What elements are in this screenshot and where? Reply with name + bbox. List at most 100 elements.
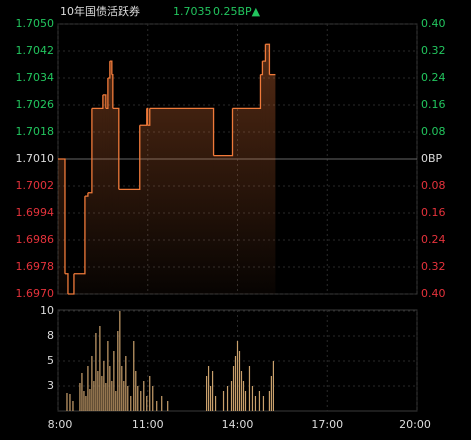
volume-bar xyxy=(93,381,95,411)
volume-bar xyxy=(242,381,245,411)
y-tick-label: 1.7010 xyxy=(16,152,55,165)
volume-bar xyxy=(81,373,83,411)
y2-tick-label: 0.16 xyxy=(421,206,446,219)
last-price: 1.7035 xyxy=(173,5,212,18)
y-tick-label: 1.7042 xyxy=(16,44,55,57)
volume-bar xyxy=(211,371,214,411)
volume-bar xyxy=(66,393,68,411)
price-area xyxy=(139,125,147,294)
price-line xyxy=(260,61,264,76)
volume-bar xyxy=(209,386,212,411)
volume-bar xyxy=(156,401,158,411)
instrument-name: 10年国债活跃券 xyxy=(60,4,140,18)
volume-bar xyxy=(125,356,127,411)
volume-bar xyxy=(236,341,239,411)
volume-bar xyxy=(97,371,99,411)
price-area xyxy=(213,155,233,294)
price-area xyxy=(262,61,266,294)
volume-bar xyxy=(89,389,91,411)
volume-bar xyxy=(115,391,117,411)
y-tick-label: 1.7034 xyxy=(16,71,55,84)
volume-bar xyxy=(207,366,210,411)
y-tick-label: 5 xyxy=(47,354,54,367)
price-area xyxy=(146,108,148,294)
volume-bar xyxy=(146,396,148,411)
volume-bar xyxy=(232,366,235,411)
price-line xyxy=(105,78,109,110)
volume-bar xyxy=(161,396,163,411)
price-area xyxy=(149,108,214,294)
volume-bar xyxy=(234,356,237,411)
volume-bar xyxy=(83,391,85,411)
volume-bar xyxy=(127,386,129,411)
price-line xyxy=(262,44,267,62)
volume-bar xyxy=(99,326,101,411)
price-line xyxy=(139,108,148,126)
y-tick-label: 8 xyxy=(47,329,54,342)
y-tick-label: 1.7018 xyxy=(16,125,55,138)
price-line xyxy=(87,108,93,194)
y-tick-label: 1.7002 xyxy=(16,179,55,192)
volume-bar xyxy=(119,311,121,411)
volume-bar xyxy=(214,396,217,411)
price-line xyxy=(112,107,120,190)
y2-tick-label: 0.40 xyxy=(421,287,446,300)
price-area xyxy=(118,189,140,294)
price-area xyxy=(64,273,68,294)
price-line xyxy=(64,273,69,294)
x-tick-label: 11:00 xyxy=(132,418,164,431)
y-tick-label: 1.7026 xyxy=(16,98,55,111)
volume-bar xyxy=(87,366,89,411)
volume-bar xyxy=(130,396,132,411)
price-line xyxy=(91,94,104,110)
price-area xyxy=(84,196,88,294)
volume-bar xyxy=(117,331,119,411)
y2-tick-label: 0.24 xyxy=(421,233,446,246)
y2-tick-label: 0.08 xyxy=(421,125,446,138)
price-area xyxy=(265,44,270,294)
price-change: 0.25BP▲ xyxy=(213,5,261,18)
price-line xyxy=(67,273,75,295)
volume-bar xyxy=(262,396,265,411)
volume-bar xyxy=(137,386,139,411)
y-tick-label: 1.6986 xyxy=(16,233,55,246)
volume-bar xyxy=(205,376,208,411)
price-line xyxy=(146,107,149,126)
price-area xyxy=(111,74,113,294)
price-line xyxy=(147,108,151,126)
volume-bar xyxy=(251,386,254,411)
volume-bar xyxy=(103,361,105,411)
price-area xyxy=(91,108,103,294)
price-line xyxy=(118,125,141,191)
volume-bar xyxy=(143,381,145,411)
price-area xyxy=(269,74,276,294)
price-area xyxy=(112,108,119,294)
volume-bar xyxy=(123,381,125,411)
price-area xyxy=(109,61,112,294)
price-area xyxy=(87,192,92,294)
volume-bar xyxy=(69,394,71,411)
price-line xyxy=(73,196,86,275)
volume-bar xyxy=(270,376,272,411)
volume-bar xyxy=(248,366,251,411)
price-line xyxy=(111,73,114,109)
volume-bar xyxy=(140,391,142,411)
volume-bar xyxy=(238,351,241,411)
y2-tick-label: 0.24 xyxy=(421,71,446,84)
volume-bar xyxy=(222,391,225,411)
price-line xyxy=(109,60,113,75)
price-area xyxy=(58,159,65,294)
volume-bar xyxy=(244,391,247,411)
price-area xyxy=(102,94,106,294)
price-line xyxy=(107,61,111,79)
volume-bar xyxy=(79,383,81,411)
volume-bar xyxy=(230,381,233,411)
x-tick-label: 17:00 xyxy=(311,418,343,431)
y2-tick-label: 0BP xyxy=(421,152,443,165)
volume-bar xyxy=(167,401,169,411)
price-area xyxy=(232,108,261,294)
volume-bar xyxy=(105,383,107,411)
volume-bar xyxy=(149,376,151,411)
price-area xyxy=(73,273,85,294)
y2-tick-label: 0.08 xyxy=(421,179,446,192)
